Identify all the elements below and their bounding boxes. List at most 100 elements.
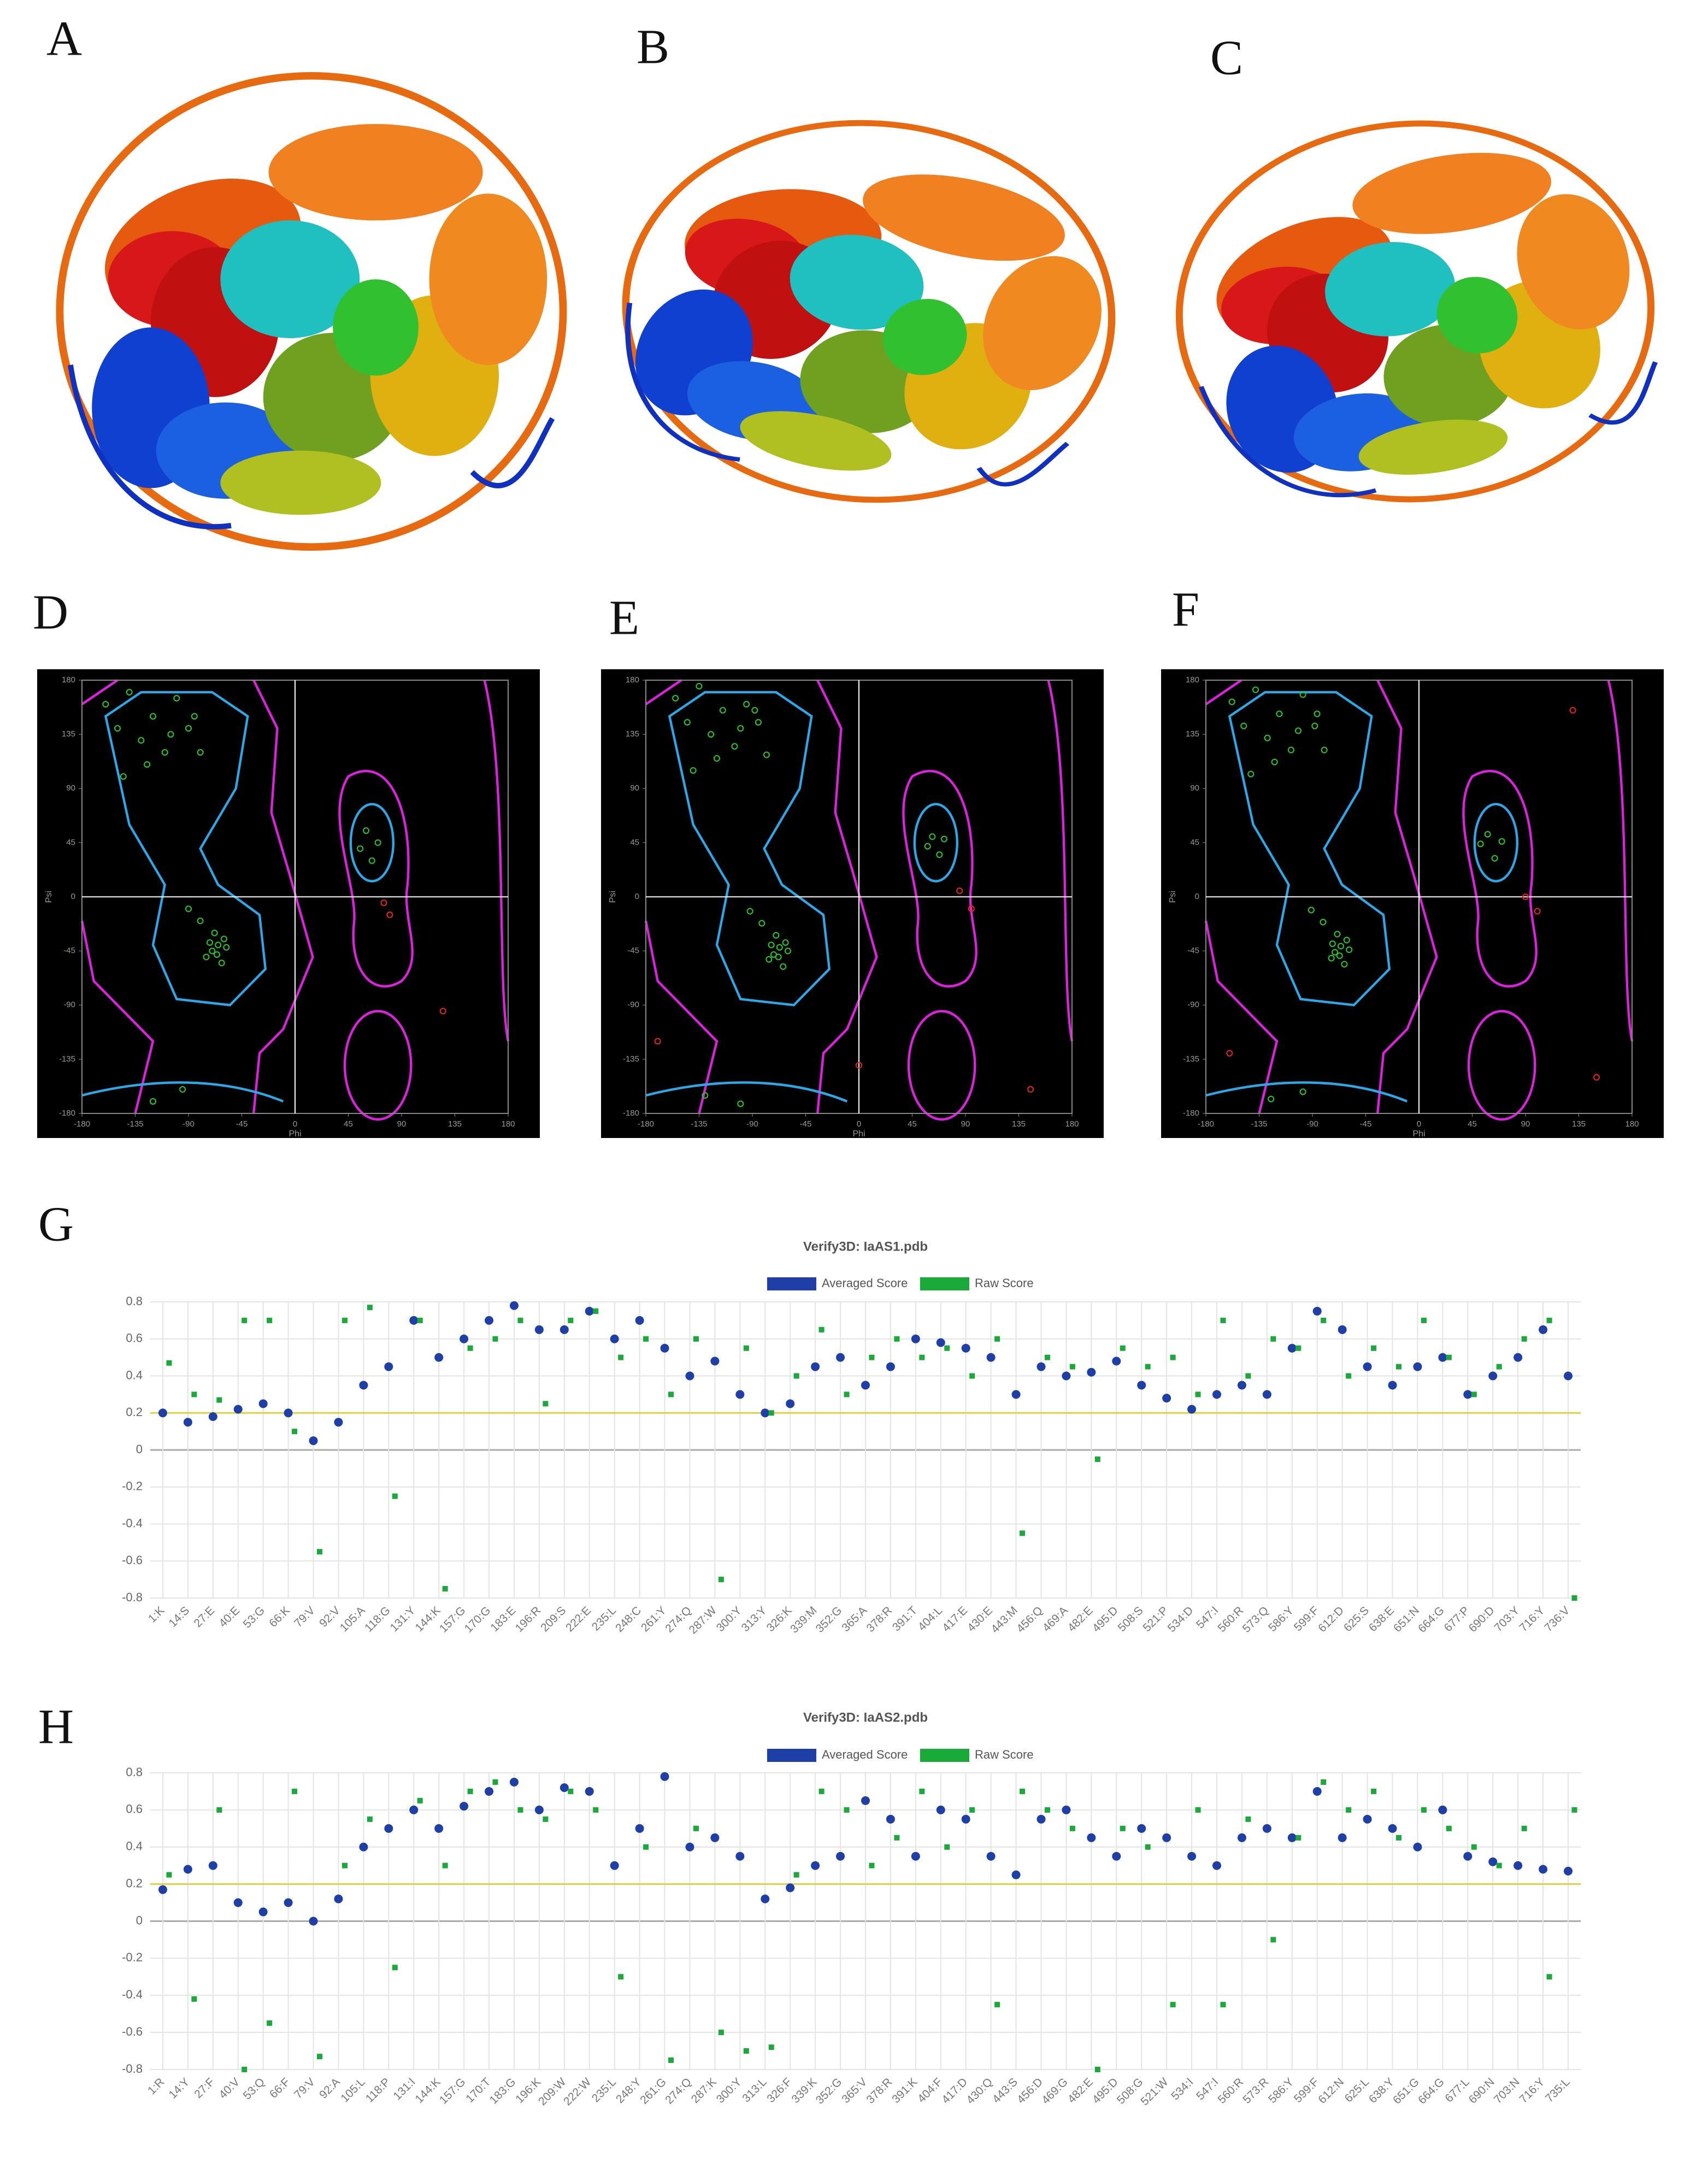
residue-point: [439, 1007, 446, 1015]
residue-point: [1569, 707, 1576, 714]
x-tick-label: 625:L: [1342, 2076, 1371, 2104]
raw-score-dot: [1044, 1354, 1050, 1360]
x-tick-label: 352:G: [814, 1604, 845, 1635]
raw-score-dot: [818, 1326, 824, 1332]
x-tick-label: 677:L: [1442, 2076, 1471, 2104]
y-tick-label: 0.8: [126, 1765, 143, 1779]
y-axis-label: Psi: [1168, 891, 1177, 903]
x-tick-label: 222:E: [563, 1604, 593, 1634]
averaged-score-dot: [434, 1824, 444, 1833]
residue-point: [209, 947, 216, 954]
raw-score-dot: [1120, 1825, 1126, 1831]
raw-score-dot: [818, 1788, 824, 1794]
y-tick-label: -0.2: [122, 1950, 143, 1964]
y-tick-label: 45: [66, 838, 75, 847]
residue-point: [218, 959, 225, 966]
x-tick-label: 170:T: [463, 2076, 493, 2105]
residue-point: [782, 939, 789, 946]
raw-score-dot: [1145, 1364, 1151, 1370]
averaged-score-dot: [359, 1842, 368, 1852]
residue-point: [702, 1092, 709, 1099]
x-tick-label: -45: [1360, 1119, 1372, 1129]
x-tick-label: 235:L: [590, 2076, 619, 2104]
raw-score-dot: [1496, 1862, 1502, 1868]
x-tick-label: 417:D: [939, 2076, 970, 2106]
x-tick-label: 625:S: [1341, 1604, 1371, 1634]
y-tick-label: 45: [630, 838, 639, 847]
x-tick-label: 183:E: [488, 1604, 518, 1634]
y-tick-label: 90: [66, 783, 75, 793]
x-tick-label: 170:G: [462, 1604, 493, 1635]
x-tick-label: 144:K: [413, 1604, 443, 1634]
y-tick-label: 0.4: [126, 1368, 143, 1382]
residue-point: [150, 1098, 156, 1105]
residue-point: [173, 695, 180, 702]
y-tick-label: -0.8: [122, 2062, 143, 2076]
raw-score-dot: [643, 1336, 649, 1342]
averaged-score-dot: [1162, 1394, 1171, 1403]
averaged-score-dot: [1237, 1833, 1246, 1842]
residue-point: [1226, 1049, 1233, 1057]
raw-score-dot: [793, 1872, 799, 1878]
averaged-score-dot: [1262, 1824, 1271, 1833]
raw-score-dot: [1195, 1392, 1201, 1398]
residue-point: [1329, 940, 1336, 947]
raw-score-dot: [1195, 1807, 1201, 1813]
x-tick-label: 521:P: [1141, 1604, 1171, 1634]
averaged-score-dot: [986, 1353, 996, 1362]
x-tick-label: 287:W: [687, 1604, 719, 1636]
raw-score-dot: [417, 1317, 423, 1323]
x-tick-label: 365:V: [839, 2076, 869, 2106]
y-tick-label: -135: [59, 1054, 75, 1064]
y-tick-label: -135: [623, 1054, 639, 1064]
y-tick-label: 135: [626, 729, 639, 739]
x-tick-label: 180: [1065, 1119, 1079, 1129]
averaged-score-dot: [685, 1371, 694, 1381]
panel-label: E: [609, 591, 639, 645]
averaged-score-dot: [761, 1894, 770, 1903]
y-tick-label: -135: [1183, 1054, 1199, 1064]
averaged-score-dot: [158, 1408, 167, 1418]
residue-point: [223, 944, 230, 951]
averaged-score-dot: [359, 1381, 368, 1390]
x-tick-label: 261:Y: [639, 1604, 669, 1634]
averaged-score-dot: [811, 1362, 820, 1371]
raw-score-dot: [1295, 1835, 1301, 1841]
y-tick-label: 90: [630, 783, 639, 793]
residue-point: [185, 905, 192, 912]
averaged-score-dot: [1062, 1371, 1071, 1381]
x-tick-label: 638:Y: [1367, 2076, 1397, 2106]
averaged-score-dot: [509, 1301, 519, 1310]
averaged-score-dot: [685, 1842, 694, 1852]
averaged-score-dot: [1539, 1325, 1548, 1334]
x-tick-label: 209:W: [536, 2076, 568, 2108]
averaged-score-dot: [1363, 1814, 1372, 1824]
raw-score-dot: [492, 1779, 498, 1785]
averaged-score-dot: [183, 1865, 192, 1874]
x-tick-label: -180: [1198, 1119, 1214, 1129]
residue-point: [138, 737, 145, 744]
x-tick-label: 222:W: [561, 2076, 593, 2108]
residue-point: [203, 953, 210, 960]
residue-point: [1328, 954, 1335, 962]
raw-score-dot: [944, 1844, 950, 1850]
raw-score-dot: [768, 1410, 774, 1416]
raw-score-dot: [242, 1317, 248, 1323]
x-tick-label: 0: [293, 1119, 297, 1129]
panel-label: H: [38, 1700, 74, 1754]
averaged-score-dot: [1413, 1842, 1422, 1852]
x-tick-label: -90: [1306, 1119, 1318, 1129]
raw-score-dot: [869, 1862, 875, 1868]
x-tick-label: 180: [1625, 1119, 1639, 1129]
averaged-score-dot: [936, 1805, 945, 1814]
averaged-score-dot: [1062, 1805, 1071, 1814]
residue-point: [1271, 758, 1278, 765]
x-tick-label: 196:R: [513, 1604, 543, 1635]
residue-point: [1276, 710, 1283, 717]
x-tick-label: 469:G: [1039, 2076, 1070, 2107]
residue-point: [924, 842, 931, 850]
raw-score-dot: [1044, 1807, 1050, 1813]
averaged-score-dot: [660, 1772, 669, 1781]
x-tick-label: 417:E: [940, 1604, 970, 1634]
raw-score-dot: [1321, 1779, 1327, 1785]
